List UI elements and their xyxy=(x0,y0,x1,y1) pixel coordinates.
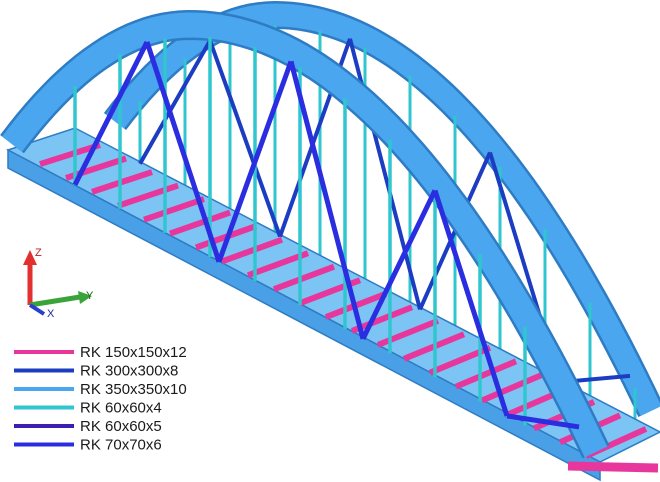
deck-side xyxy=(7,148,601,482)
legend-label: RK 70x70x6 xyxy=(80,436,162,453)
legend-label: RK 60x60x5 xyxy=(80,418,162,435)
front-diagonal xyxy=(506,413,580,430)
front-diagonal xyxy=(72,40,150,186)
front-diagonal xyxy=(432,189,510,417)
cross-beam xyxy=(39,142,101,167)
x-label: X xyxy=(47,308,55,320)
front-diagonal xyxy=(216,60,294,263)
front-diagonal xyxy=(288,60,366,340)
legend-label: RK 60x60x4 xyxy=(80,399,162,416)
legend-label: RK 150x150x12 xyxy=(80,344,187,361)
back-diagonal xyxy=(208,39,282,238)
cross-beam xyxy=(272,263,336,293)
end-beam xyxy=(567,461,659,473)
cross-beam xyxy=(220,236,284,265)
z-label: Z xyxy=(35,247,42,259)
legend-label: RK 350x350x10 xyxy=(80,381,187,398)
cross-beam xyxy=(169,209,231,237)
cross-beam xyxy=(480,372,544,404)
y-arrow xyxy=(78,291,92,304)
z-arrow xyxy=(23,250,37,265)
back-diagonal xyxy=(138,39,212,165)
legend-label: RK 300x300x8 xyxy=(80,362,178,379)
y-axis xyxy=(29,294,81,308)
cross-beam xyxy=(376,317,440,348)
cross-beam xyxy=(117,182,179,209)
front-arch xyxy=(2,12,608,458)
cross-beam xyxy=(91,169,153,195)
y-label: Y xyxy=(86,290,94,302)
cross-beam xyxy=(246,250,310,279)
front-diagonal xyxy=(360,189,438,340)
axis-triad: Z Y X xyxy=(23,247,94,320)
x-axis xyxy=(28,303,46,316)
cross-beam xyxy=(143,196,205,223)
cross-beam xyxy=(454,358,518,390)
front-diagonal xyxy=(144,41,222,263)
